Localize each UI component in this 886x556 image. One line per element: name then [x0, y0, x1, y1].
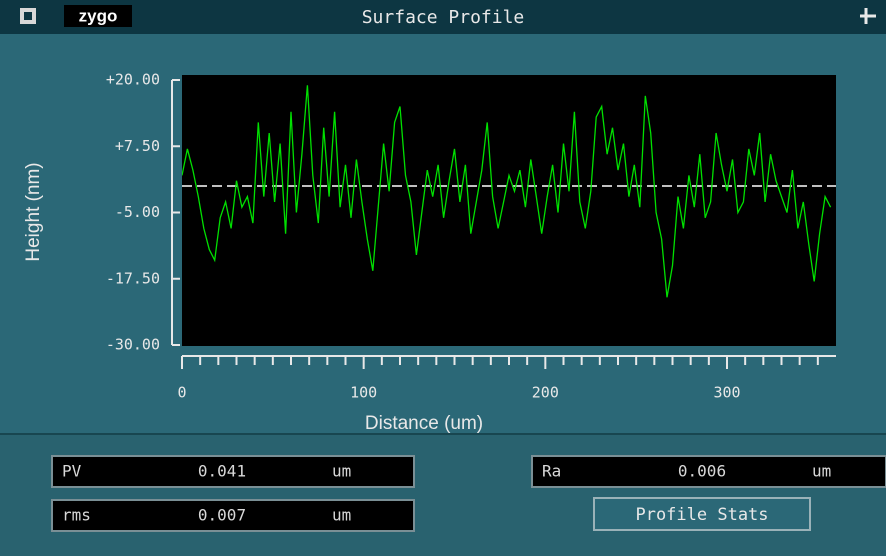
stat-value: 0.007 — [198, 506, 246, 525]
profile-stats-button[interactable] — [593, 497, 811, 531]
y-axis-label: Height (nm) — [23, 162, 44, 261]
x-tick-label: 300 — [713, 384, 740, 402]
window-icon[interactable] — [860, 8, 876, 24]
stats-panel — [0, 434, 886, 556]
y-tick-label: -17.50 — [106, 269, 160, 287]
x-tick-label: 0 — [177, 384, 186, 402]
title-bar — [0, 0, 886, 34]
profile-line — [182, 85, 832, 298]
stat-field — [531, 455, 886, 488]
window-title: Surface Profile — [362, 7, 525, 28]
y-tick-label: +20.00 — [106, 71, 160, 89]
logo: zygo — [79, 6, 118, 25]
stat-unit: um — [812, 462, 831, 481]
stat-field — [51, 499, 415, 532]
x-axis-label: Distance (um) — [365, 413, 483, 434]
stat-unit: um — [332, 462, 351, 481]
y-tick-label: -5.00 — [115, 203, 160, 221]
logo-box — [64, 5, 132, 27]
stat-value: 0.041 — [198, 462, 246, 481]
stat-unit: um — [332, 506, 351, 525]
x-tick-label: 100 — [350, 384, 377, 402]
stat-field — [51, 455, 415, 488]
close-icon-inner — [24, 12, 32, 20]
y-tick-label: +7.50 — [115, 137, 160, 155]
y-tick-label: -30.00 — [106, 336, 160, 354]
stat-label: PV — [62, 462, 82, 481]
stat-label: Ra — [542, 462, 561, 481]
x-tick-label: 200 — [532, 384, 559, 402]
stat-value: 0.006 — [678, 462, 726, 481]
stat-label: rms — [62, 506, 91, 525]
profile-stats-button-label[interactable]: Profile Stats — [635, 505, 768, 525]
